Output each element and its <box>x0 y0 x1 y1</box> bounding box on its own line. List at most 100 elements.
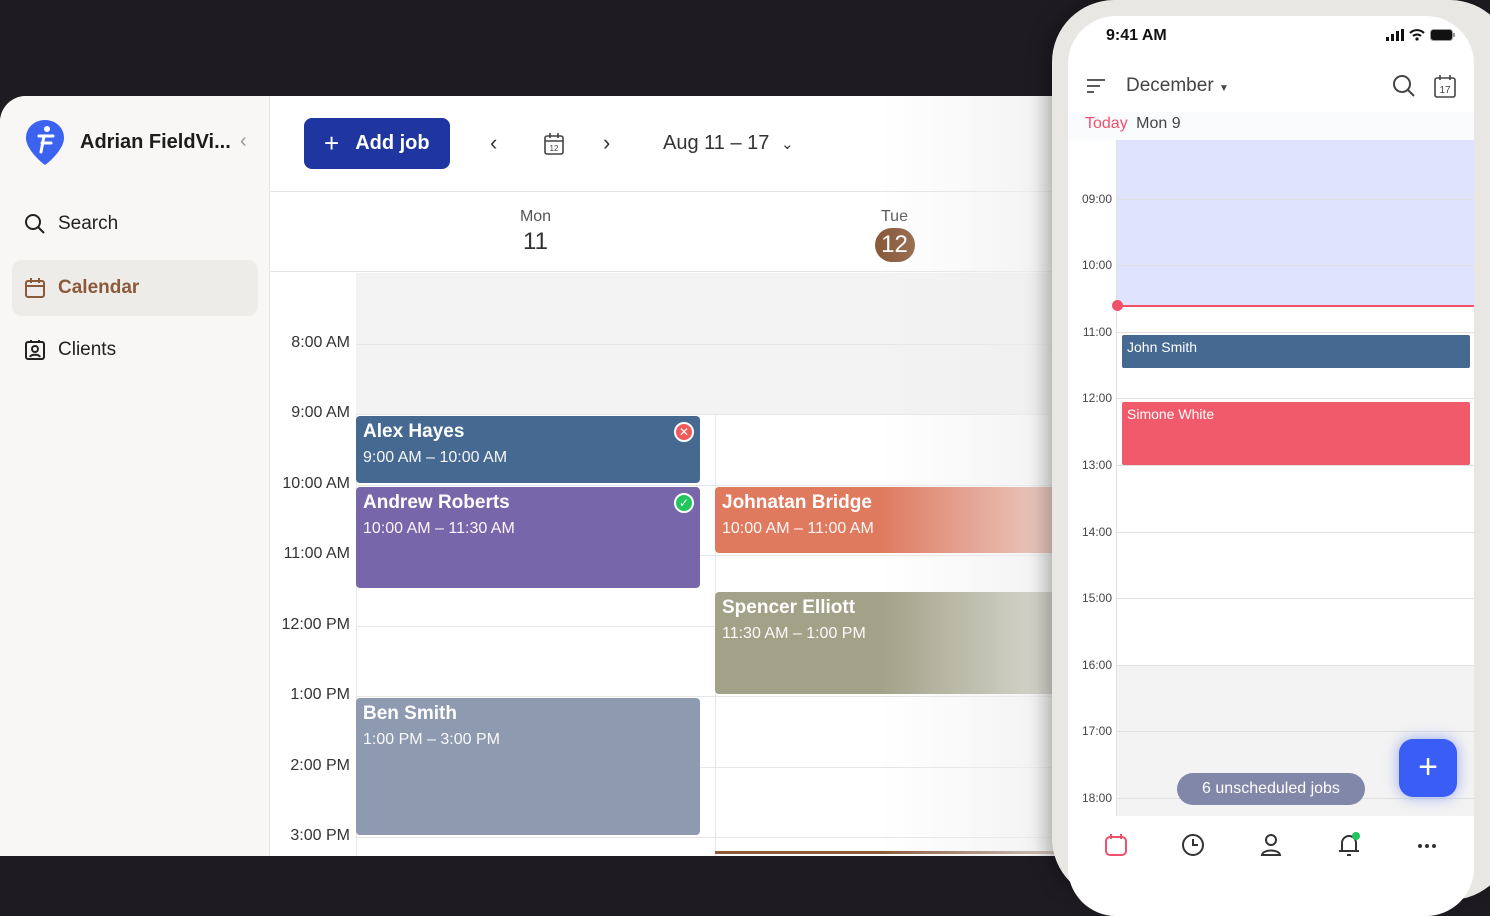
job-event[interactable]: Spencer Elliott 11:30 AM – 1:00 PM <box>715 592 1075 694</box>
phone-day-grid[interactable]: 09:00 10:00 11:00 12:00 13:00 14:00 15:00 16:00… <box>1068 140 1474 816</box>
cancelled-icon: ✕ <box>674 422 694 442</box>
contact-icon <box>24 339 46 361</box>
month-dropdown[interactable]: December ▼ <box>1126 75 1229 97</box>
current-time-dot <box>1112 300 1123 312</box>
next-week-button[interactable]: › <box>603 130 611 155</box>
add-job-label: Add job <box>355 132 430 154</box>
hour-label: 1:00 PM <box>290 686 350 703</box>
search-icon[interactable] <box>1392 74 1416 103</box>
job-event[interactable]: Johnatan Bridge 10:00 AM – 11:00 AM <box>715 486 1075 553</box>
status-icons <box>1386 29 1456 41</box>
calendar-grid[interactable]: 8:00 AM 9:00 AM 10:00 AM 11:00 AM 12:00 PM 1:… <box>270 273 1100 856</box>
today-calendar-button[interactable]: 12 <box>543 132 565 162</box>
calendar-icon[interactable] <box>1103 832 1129 858</box>
previous-week-button[interactable]: ‹ <box>490 130 498 155</box>
sidebar-item-label: Calendar <box>58 277 140 298</box>
column-divider <box>715 273 716 856</box>
clock-icon[interactable] <box>1180 832 1206 858</box>
sidebar-item-label: Search <box>58 213 119 234</box>
hour-label: 3:00 PM <box>290 827 350 844</box>
hour-label: 11:00 AM <box>283 545 350 562</box>
event-time: 9:00 AM – 10:00 AM <box>363 449 508 466</box>
add-job-button[interactable]: + Add job <box>304 118 450 169</box>
person-icon[interactable] <box>1258 832 1284 858</box>
sidebar-item-clients[interactable]: Clients <box>12 322 258 378</box>
event-title: John Smith <box>1127 339 1198 356</box>
day-name: Mon <box>519 208 552 225</box>
today-day-number: 12 <box>874 228 915 262</box>
day-name: Tue <box>881 208 908 225</box>
filter-menu-icon[interactable] <box>1086 78 1106 99</box>
hour-line <box>1117 598 1474 600</box>
event-title: Simone White <box>1127 405 1215 422</box>
day-header-tue[interactable]: Tue 12 <box>715 192 1074 272</box>
hour-label: 11:00 <box>1082 324 1112 339</box>
gutter-header <box>270 192 356 272</box>
phone-mockup: 9:41 AM December ▼ 17 Today Mon 9 09:00 1… <box>1052 0 1490 916</box>
event-title: Spencer Elliott <box>722 597 856 619</box>
day-number: 11 <box>523 228 548 255</box>
hour-line <box>1117 265 1474 267</box>
past-time-shading <box>1117 140 1474 306</box>
hour-line <box>1117 664 1474 666</box>
hour-line <box>356 343 1100 345</box>
today-label[interactable]: Today <box>1085 115 1128 132</box>
job-event[interactable]: Alex Hayes 9:00 AM – 10:00 AM ✕ <box>356 416 700 483</box>
completed-check-icon: ✓ <box>674 492 694 513</box>
collapse-sidebar-icon[interactable]: ‹ <box>240 130 247 152</box>
hour-line <box>356 555 1100 556</box>
date-range-dropdown[interactable]: Aug 11 – 17 ⌄ <box>663 132 794 155</box>
hour-line <box>356 484 1100 486</box>
hour-label: 8:00 AM <box>291 333 350 351</box>
add-button[interactable]: + <box>1399 739 1457 797</box>
hour-line <box>356 837 1100 838</box>
event-time: 1:00 PM – 3:00 PM <box>363 731 500 748</box>
hour-line <box>356 696 1100 697</box>
logo-icon <box>26 120 64 165</box>
toolbar: + Add job ‹ 12 › Aug 11 – 17 ⌄ <box>270 96 1100 192</box>
phone-screen: 9:41 AM December ▼ 17 Today Mon 9 09:00 1… <box>1068 16 1474 916</box>
unscheduled-jobs-button[interactable]: 6 unscheduled jobs <box>1177 773 1365 805</box>
sidebar: Adrian FieldVi... ‹ Search Calendar Clie… <box>0 96 270 856</box>
hour-label: 10:00 AM <box>282 474 350 492</box>
chevron-down-icon: ⌄ <box>780 136 794 153</box>
hour-label: 14:00 <box>1081 524 1112 539</box>
calendar-today-icon[interactable]: 17 <box>1434 74 1456 103</box>
hour-line <box>1117 531 1474 533</box>
bell-icon[interactable] <box>1336 832 1362 858</box>
event-title: Andrew Roberts <box>363 491 510 513</box>
account-switcher[interactable]: Adrian FieldVi... <box>24 118 231 166</box>
event-time: 11:30 AM – 1:00 PM <box>722 625 866 643</box>
month-label: December <box>1126 75 1214 96</box>
job-event[interactable]: Simone White <box>1122 401 1470 465</box>
current-time-line <box>1117 305 1474 308</box>
desktop-app: Adrian FieldVi... ‹ Search Calendar Clie… <box>0 96 1100 856</box>
sidebar-item-label: Clients <box>58 339 117 360</box>
hour-label: 17:00 <box>1081 724 1112 739</box>
hour-line <box>356 766 1100 768</box>
hour-line <box>356 414 1100 415</box>
event-time: 10:00 AM – 11:30 AM <box>363 519 515 537</box>
date-range-label: Aug 11 – 17 <box>663 132 770 154</box>
hour-label: 9:00 AM <box>291 404 350 421</box>
bottom-nav <box>1068 816 1474 876</box>
svg-text:17: 17 <box>1439 85 1451 96</box>
event-title: Alex Hayes <box>363 421 465 442</box>
today-date: Mon 9 <box>1136 115 1181 132</box>
event-time: 10:00 AM – 11:00 AM <box>722 519 874 537</box>
day-header-mon[interactable]: Mon 11 <box>356 192 715 272</box>
more-icon[interactable] <box>1414 832 1440 858</box>
sidebar-item-search[interactable]: Search <box>12 196 258 252</box>
current-time-line <box>715 851 1100 855</box>
job-event[interactable]: Ben Smith 1:00 PM – 3:00 PM <box>356 698 700 835</box>
sidebar-item-calendar[interactable]: Calendar <box>12 260 258 316</box>
calendar-icon <box>24 277 46 299</box>
search-icon <box>24 213 46 235</box>
wifi-icon <box>1409 29 1425 41</box>
hour-label: 18:00 <box>1081 791 1112 805</box>
job-event[interactable]: Andrew Roberts 10:00 AM – 11:30 AM ✓ <box>356 486 700 589</box>
hour-label: 15:00 <box>1081 591 1112 606</box>
event-title: Johnatan Bridge <box>722 491 872 513</box>
job-event[interactable]: John Smith <box>1122 335 1470 369</box>
hour-label: 12:00 PM <box>281 615 350 633</box>
